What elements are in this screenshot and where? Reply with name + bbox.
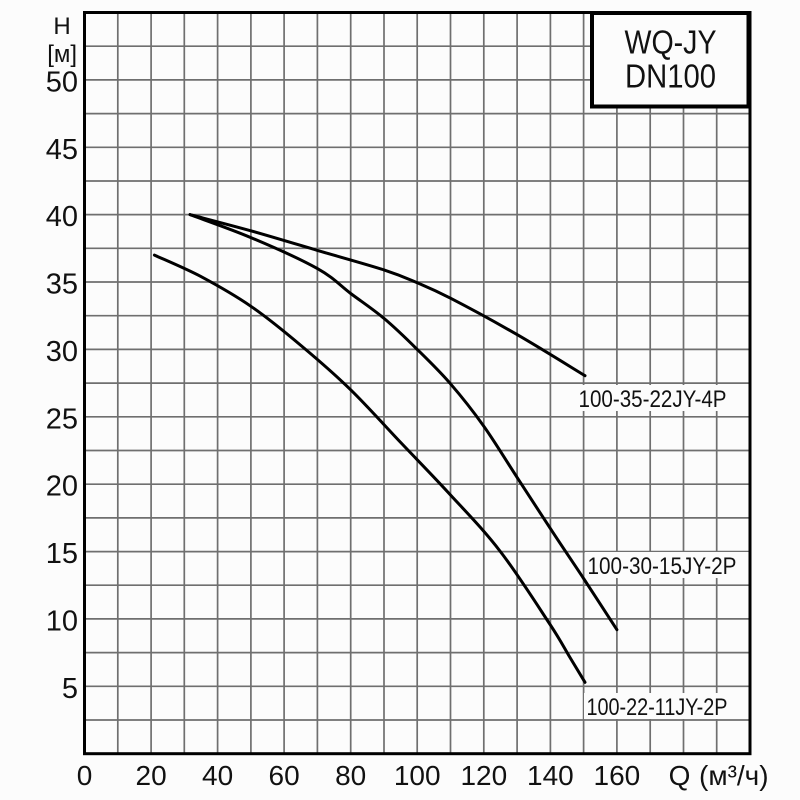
- svg-text:35: 35: [46, 269, 78, 301]
- svg-text:100-30-15JY-2P: 100-30-15JY-2P: [588, 553, 737, 580]
- svg-text:60: 60: [269, 760, 300, 791]
- svg-text:WQ-JY: WQ-JY: [625, 24, 717, 61]
- svg-text:100-35-22JY-4P: 100-35-22JY-4P: [579, 386, 727, 413]
- svg-text:[м]: [м]: [47, 41, 77, 68]
- svg-text:100: 100: [394, 760, 441, 791]
- svg-text:15: 15: [46, 538, 78, 570]
- svg-text:10: 10: [46, 605, 78, 637]
- svg-text:H: H: [53, 13, 70, 40]
- svg-text:100-22-11JY-2P: 100-22-11JY-2P: [587, 694, 728, 721]
- svg-text:25: 25: [46, 403, 78, 435]
- svg-text:120: 120: [460, 760, 507, 791]
- svg-text:20: 20: [46, 471, 78, 503]
- svg-text:Q: Q: [669, 760, 691, 791]
- svg-text:20: 20: [136, 760, 167, 791]
- svg-text:(м³/ч): (м³/ч): [699, 760, 769, 791]
- svg-text:DN100: DN100: [625, 58, 716, 95]
- svg-text:160: 160: [594, 760, 641, 791]
- svg-text:50: 50: [46, 66, 78, 98]
- svg-text:0: 0: [77, 760, 93, 791]
- svg-text:40: 40: [202, 760, 233, 791]
- svg-text:45: 45: [46, 134, 78, 166]
- svg-text:140: 140: [527, 760, 574, 791]
- svg-text:40: 40: [46, 201, 78, 233]
- svg-text:30: 30: [46, 336, 78, 368]
- svg-text:5: 5: [62, 673, 78, 705]
- svg-text:80: 80: [335, 760, 366, 791]
